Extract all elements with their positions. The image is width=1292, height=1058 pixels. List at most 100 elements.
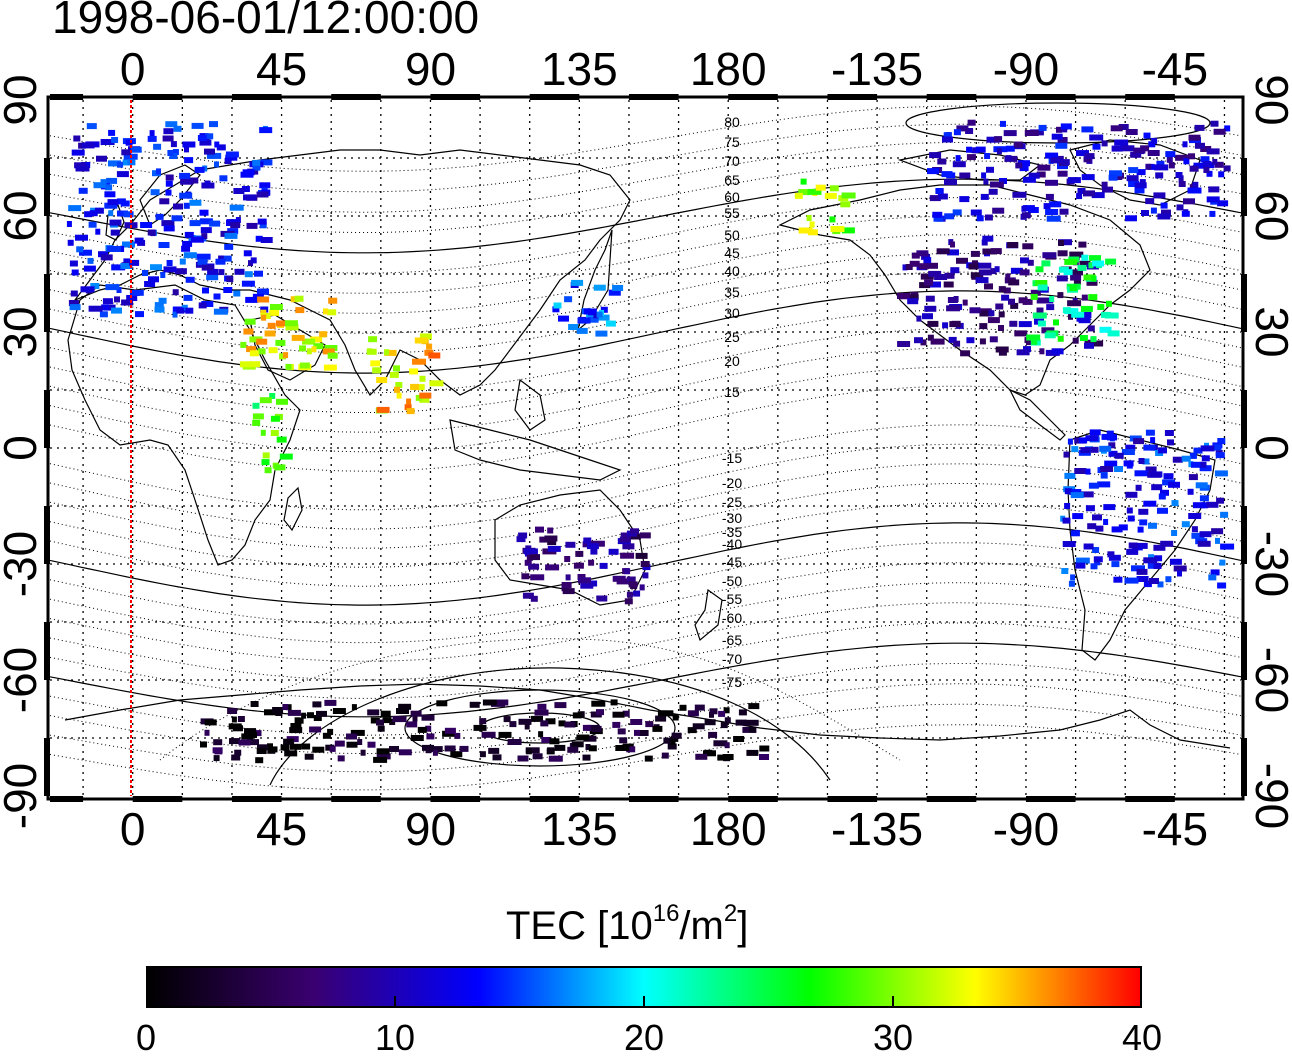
tec-cell	[1008, 279, 1020, 286]
tec-cell	[412, 358, 426, 365]
tec-cell	[744, 719, 759, 726]
left-latitude-ticks: 90 60 30 0 -30 -60 -90	[0, 74, 46, 829]
tec-cell	[1041, 260, 1051, 267]
tec-cell	[1089, 134, 1104, 141]
tec-cell	[583, 537, 592, 544]
tec-cell	[1069, 251, 1084, 258]
tec-cell	[201, 233, 208, 240]
tec-cell	[172, 289, 179, 296]
top-tick-label: 180	[690, 43, 767, 95]
tec-cell	[131, 289, 144, 296]
tec-cell	[346, 741, 358, 748]
tec-cell	[389, 746, 399, 752]
tec-cell	[959, 196, 970, 203]
tec-cell	[525, 748, 532, 755]
tec-cell	[1212, 158, 1218, 165]
tec-cell	[577, 317, 591, 324]
tec-cell	[633, 590, 641, 597]
tec-cell	[941, 171, 953, 178]
tec-cell	[116, 171, 129, 178]
tec-cell	[679, 704, 687, 711]
tec-cell	[209, 121, 218, 128]
tec-cell	[966, 154, 976, 161]
tec-cell	[1188, 513, 1202, 519]
tec-cell	[88, 221, 97, 228]
tec-cell	[189, 199, 202, 206]
tec-cell	[564, 556, 571, 562]
tec-cell	[105, 184, 113, 191]
tec-cell	[1092, 260, 1105, 267]
tec-cell	[558, 720, 566, 727]
tec-cell	[346, 733, 357, 740]
tec-cell	[723, 707, 730, 714]
tec-cell	[1003, 130, 1017, 137]
tec-cell	[644, 755, 653, 762]
tec-cell	[565, 541, 576, 548]
bottom-tick-label: -90	[993, 803, 1059, 855]
tec-cell	[1079, 335, 1088, 341]
tec-cell	[1079, 260, 1091, 267]
tec-cell	[1000, 120, 1006, 127]
contour-label: 25	[724, 329, 740, 345]
tec-cell	[1045, 193, 1054, 200]
tec-cell	[243, 328, 254, 335]
tec-cell	[927, 334, 934, 341]
tec-cell	[1111, 526, 1123, 533]
tec-cell	[1089, 255, 1101, 262]
tec-cell	[216, 144, 226, 151]
tec-cell	[554, 744, 566, 751]
tec-cell	[274, 464, 286, 471]
coastlines	[64, 139, 1231, 749]
contour-label: -70	[722, 651, 742, 667]
tec-cell	[588, 559, 595, 566]
tec-cell	[534, 709, 549, 716]
tec-cell	[1057, 250, 1068, 257]
tec-cell	[172, 149, 179, 155]
contour-label: 75	[724, 134, 740, 150]
tec-cell	[276, 436, 287, 443]
tec-cell	[1216, 497, 1225, 504]
tec-cell	[1138, 458, 1145, 464]
tec-cell	[111, 264, 126, 271]
tec-cell	[491, 700, 505, 707]
tec-cell	[746, 749, 759, 756]
tec-cell	[1074, 468, 1087, 474]
tec-cell	[224, 243, 234, 250]
tec-cell	[147, 135, 157, 142]
tec-cell	[1053, 319, 1059, 326]
tec-cell	[307, 712, 314, 719]
tec-cell	[327, 309, 337, 316]
tec-cell	[1157, 507, 1168, 514]
tec-cell	[968, 263, 979, 270]
tec-cell	[522, 592, 534, 599]
top-tick-label: -45	[1142, 43, 1208, 95]
tec-cell	[488, 747, 500, 754]
tec-cell	[1220, 511, 1229, 518]
tec-cell	[249, 361, 261, 368]
tec-cell	[225, 151, 239, 158]
tec-cell	[1104, 460, 1118, 467]
tec-cell	[966, 146, 973, 153]
tec-cell	[268, 347, 278, 354]
tec-cell	[927, 168, 939, 175]
tec-cell	[1030, 293, 1038, 300]
tec-cell	[1100, 466, 1114, 472]
tec-cell	[692, 723, 705, 730]
tec-cell	[1177, 570, 1182, 577]
tec-cell	[1075, 557, 1090, 564]
tec-cell	[1127, 515, 1135, 522]
tec-cell	[965, 128, 974, 134]
tec-cell	[269, 304, 283, 310]
tec-cell	[998, 325, 1004, 331]
tec-cell	[655, 715, 667, 722]
tec-cell	[270, 430, 279, 436]
colorbar-tick-label: 20	[623, 1017, 665, 1058]
tec-cell	[262, 452, 270, 459]
tec-cell	[240, 341, 247, 348]
tec-cell	[459, 745, 469, 752]
tec-cell	[616, 578, 630, 585]
tec-cell	[163, 128, 174, 135]
tec-cell	[980, 193, 989, 200]
tec-cell	[109, 219, 122, 226]
tec-cell	[184, 157, 194, 164]
